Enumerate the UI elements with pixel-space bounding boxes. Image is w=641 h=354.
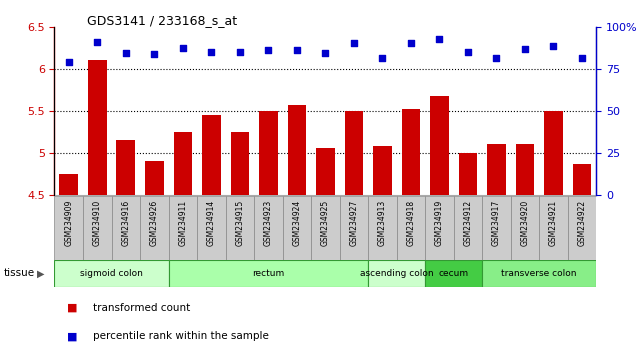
Bar [288, 105, 306, 195]
Bar [145, 161, 163, 195]
Text: GSM234927: GSM234927 [349, 200, 358, 246]
Point [434, 36, 444, 42]
Text: GSM234913: GSM234913 [378, 200, 387, 246]
Text: ■: ■ [67, 331, 78, 341]
Point [491, 56, 501, 61]
Bar [425, 196, 454, 260]
Point [406, 41, 416, 46]
Bar [482, 196, 511, 260]
Text: GDS3141 / 233168_s_at: GDS3141 / 233168_s_at [87, 14, 237, 27]
Text: GSM234912: GSM234912 [463, 200, 472, 246]
Text: GSM234919: GSM234919 [435, 200, 444, 246]
Point [292, 47, 302, 53]
Point [520, 46, 530, 52]
Text: cecum: cecum [438, 269, 469, 278]
Point [349, 41, 359, 46]
Text: GSM234921: GSM234921 [549, 200, 558, 246]
Text: percentile rank within the sample: percentile rank within the sample [93, 331, 269, 341]
Point [463, 49, 473, 55]
Bar [482, 260, 596, 287]
Point [548, 43, 558, 49]
Text: GSM234924: GSM234924 [292, 200, 301, 246]
Text: GSM234922: GSM234922 [578, 200, 587, 246]
Text: GSM234915: GSM234915 [235, 200, 244, 246]
Point [206, 49, 217, 55]
Bar [283, 196, 311, 260]
Point [577, 56, 587, 61]
Bar [397, 196, 425, 260]
Text: GSM234918: GSM234918 [406, 200, 415, 246]
Text: tissue: tissue [3, 268, 35, 279]
Bar [83, 196, 112, 260]
Point [377, 56, 387, 61]
Bar [169, 196, 197, 260]
Bar [544, 110, 563, 195]
Bar [140, 196, 169, 260]
Text: GSM234923: GSM234923 [264, 200, 273, 246]
Bar [368, 196, 397, 260]
Bar [401, 109, 420, 195]
Bar [259, 110, 278, 195]
Point [121, 51, 131, 56]
Bar [60, 174, 78, 195]
Point [63, 59, 74, 65]
Bar [368, 260, 425, 287]
Text: transformed count: transformed count [93, 303, 190, 313]
Text: sigmoid colon: sigmoid colon [80, 269, 143, 278]
Bar [112, 196, 140, 260]
Text: GSM234910: GSM234910 [93, 200, 102, 246]
Point [235, 49, 245, 55]
Bar [311, 196, 340, 260]
Bar [316, 148, 335, 195]
Bar [373, 146, 392, 195]
Text: GSM234920: GSM234920 [520, 200, 529, 246]
Text: ▶: ▶ [37, 268, 45, 279]
Bar [340, 196, 368, 260]
Bar [515, 144, 534, 195]
Bar [54, 260, 169, 287]
Text: GSM234917: GSM234917 [492, 200, 501, 246]
Point [320, 51, 331, 56]
Bar [88, 60, 106, 195]
Text: GSM234911: GSM234911 [178, 200, 187, 246]
Text: ■: ■ [67, 303, 78, 313]
Bar [539, 196, 568, 260]
Bar [511, 196, 539, 260]
Point [149, 51, 160, 57]
Bar [487, 144, 506, 195]
Bar [169, 260, 368, 287]
Bar [174, 132, 192, 195]
Bar [430, 96, 449, 195]
Point [92, 39, 103, 45]
Bar [568, 196, 596, 260]
Text: transverse colon: transverse colon [501, 269, 577, 278]
Bar [231, 132, 249, 195]
Text: GSM234916: GSM234916 [121, 200, 130, 246]
Text: ascending colon: ascending colon [360, 269, 433, 278]
Bar [454, 196, 482, 260]
Text: rectum: rectum [252, 269, 285, 278]
Bar [54, 196, 83, 260]
Bar [572, 164, 591, 195]
Text: GSM234914: GSM234914 [207, 200, 216, 246]
Bar [197, 196, 226, 260]
Text: GSM234926: GSM234926 [150, 200, 159, 246]
Bar [458, 153, 477, 195]
Bar [202, 115, 221, 195]
Text: GSM234925: GSM234925 [320, 200, 330, 246]
Bar [345, 110, 363, 195]
Bar [226, 196, 254, 260]
Point [178, 45, 188, 50]
Text: GSM234909: GSM234909 [64, 200, 73, 246]
Bar [254, 196, 283, 260]
Bar [425, 260, 482, 287]
Point [263, 47, 274, 53]
Bar [117, 140, 135, 195]
